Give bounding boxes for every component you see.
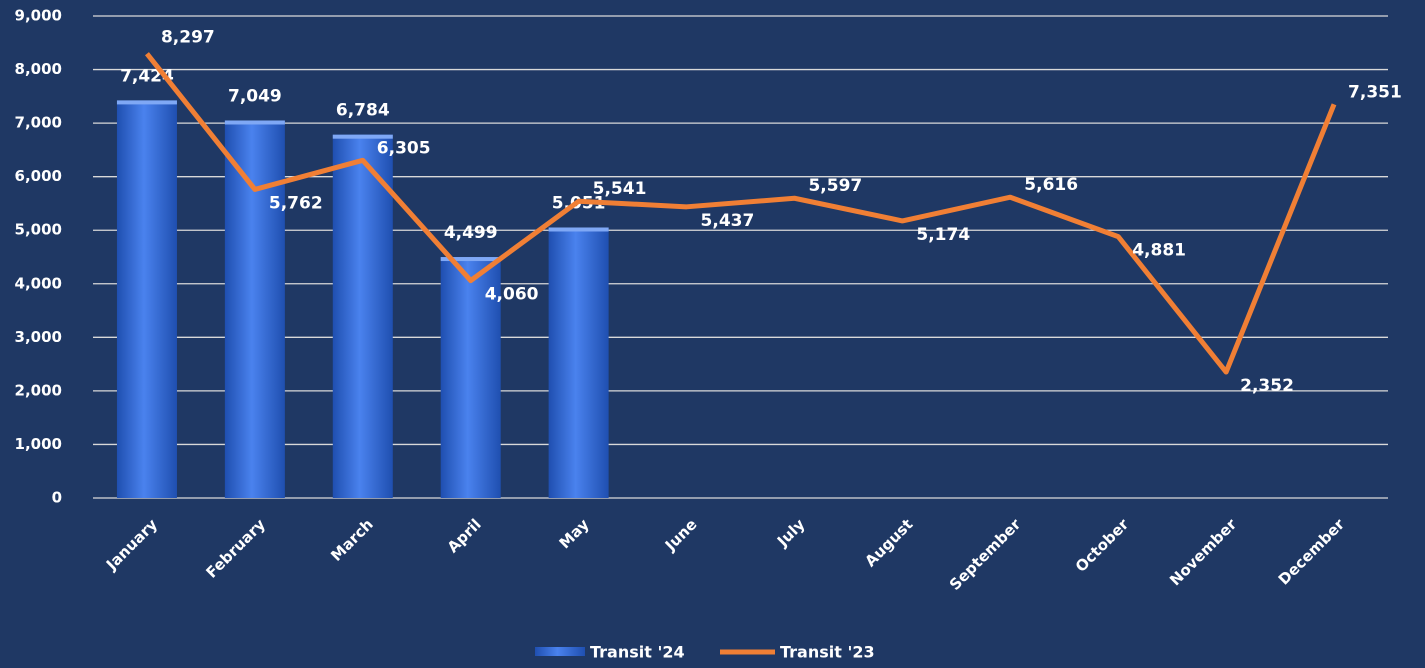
line-label: 6,305: [377, 138, 431, 158]
x-tick-label: October: [1072, 515, 1133, 576]
bar-top: [116, 100, 177, 105]
x-tick-label: July: [773, 515, 809, 551]
bar-top: [224, 120, 285, 125]
legend-label: Transit '23: [780, 643, 875, 662]
x-tick-label: February: [202, 515, 269, 582]
bar: [116, 100, 177, 498]
y-tick-label: 0: [52, 489, 62, 507]
y-tick-label: 8,000: [15, 60, 62, 78]
y-tick-label: 2,000: [15, 381, 62, 399]
line: [145, 52, 1337, 375]
x-tick-label: September: [946, 515, 1025, 594]
bar: [332, 134, 393, 498]
legend-swatch: [535, 647, 585, 656]
line-label: 5,616: [1024, 175, 1078, 195]
legend-label: Transit '24: [590, 643, 685, 662]
x-tick-label: December: [1275, 515, 1349, 589]
line-label: 5,597: [808, 176, 862, 196]
bar-top: [440, 257, 501, 262]
x-tick-label: August: [861, 515, 916, 570]
line-label: 5,541: [593, 179, 647, 199]
y-tick-label: 7,000: [15, 114, 62, 132]
bar-label: 6,784: [336, 101, 390, 121]
bar-top: [332, 134, 393, 139]
line-label: 5,174: [916, 225, 970, 245]
line-label: 4,881: [1132, 241, 1186, 261]
bar-label: 4,499: [444, 223, 498, 243]
line-label: 8,297: [161, 28, 215, 48]
y-tick-label: 4,000: [15, 274, 62, 292]
y-tick-label: 9,000: [15, 7, 62, 25]
bar: [548, 227, 609, 498]
y-tick-label: 1,000: [15, 435, 62, 453]
bar: [224, 120, 285, 499]
line-label: 4,060: [485, 285, 539, 305]
y-tick-label: 5,000: [15, 221, 62, 239]
x-tick-label: April: [444, 515, 485, 556]
line-label: 2,352: [1240, 376, 1294, 396]
bar-top: [548, 227, 609, 232]
line-label: 5,437: [701, 211, 755, 231]
bar-label: 7,049: [228, 86, 282, 106]
x-tick-label: March: [327, 515, 377, 565]
x-tick-label: November: [1166, 515, 1240, 589]
x-tick-label: June: [661, 515, 701, 555]
line-label: 7,351: [1348, 82, 1402, 102]
y-tick-label: 3,000: [15, 328, 62, 346]
x-tick-label: January: [102, 515, 161, 574]
line-label: 5,762: [269, 193, 323, 213]
bar: [440, 257, 501, 498]
x-tick-label: May: [556, 515, 593, 552]
y-tick-label: 6,000: [15, 167, 62, 185]
